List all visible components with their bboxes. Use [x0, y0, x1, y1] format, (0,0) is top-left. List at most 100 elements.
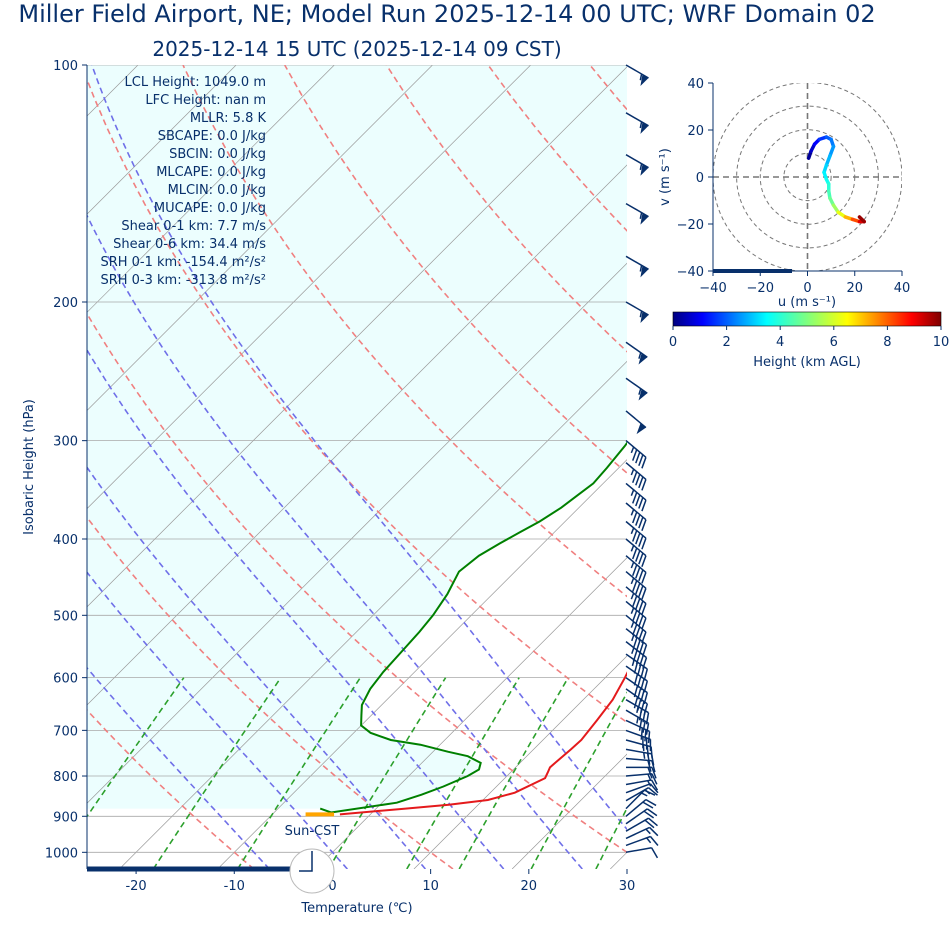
colorbar-tick-label: 8 — [883, 335, 891, 350]
wind-barb — [625, 798, 657, 817]
dry-adiabat — [284, 65, 627, 475]
stat-line: SRH 0-1 km: -154.4 m²/s² — [100, 255, 266, 270]
moist-adiabat — [87, 466, 427, 869]
hodograph-trace — [806, 135, 866, 224]
mixing-ratio-line — [458, 677, 569, 869]
dry-adiabat — [87, 516, 454, 869]
colorbar-tick-label: 10 — [933, 335, 950, 350]
dry-adiabat — [87, 708, 255, 869]
stat-line: SBCAPE: 0.0 J/kg — [158, 129, 266, 144]
dry-adiabat — [182, 65, 627, 598]
hodo-y-tick-label: 0 — [696, 171, 704, 186]
stat-line: MLCAPE: 0.0 J/kg — [156, 165, 266, 180]
y-tick-label: 300 — [53, 435, 78, 450]
wind-barb — [625, 482, 647, 512]
wind-barb — [625, 255, 649, 278]
cloud-fill-area — [87, 65, 627, 813]
wind-barb — [625, 835, 659, 847]
colorbar-tick-label: 4 — [776, 335, 784, 350]
wind-barb — [625, 502, 647, 531]
wind-barb — [626, 766, 657, 779]
mixing-ratio-line — [87, 677, 185, 818]
cloud-layer-fill — [87, 65, 627, 813]
hodo-xlabel: u (m s⁻¹) — [778, 295, 836, 310]
hodo-x-tick-label: 40 — [894, 281, 911, 296]
temperature-profile — [339, 671, 627, 816]
isotherm-line — [87, 164, 627, 706]
wind-barb — [625, 410, 647, 435]
hodo-y-tick-label: −20 — [677, 218, 704, 233]
wind-barb — [625, 808, 658, 825]
wind-barb — [625, 772, 658, 785]
stat-line: Shear 0-6 km: 34.4 m/s — [113, 237, 266, 252]
skew-xlabel: Temperature (℃) — [300, 901, 412, 916]
isotherm-line — [217, 459, 627, 869]
colorbar-tick-label: 0 — [669, 335, 677, 350]
hodo-y-tick-label: −40 — [677, 265, 704, 280]
wind-barb — [625, 847, 659, 859]
hodo-ylabel: v (m s⁻¹) — [658, 148, 673, 206]
colorbar-label: Height (km AGL) — [753, 355, 861, 370]
skew-grid — [87, 65, 627, 869]
isotherm-line — [315, 557, 627, 869]
x-tick-label: -20 — [125, 879, 146, 894]
stat-line: LFC Height: nan m — [145, 93, 266, 108]
stat-line: Shear 0-1 km: 7.7 m/s — [121, 219, 266, 234]
hodo-y-tick-label: 20 — [687, 124, 704, 139]
moist-adiabat — [87, 213, 583, 869]
wind-barb — [625, 757, 656, 773]
stat-line: SBCIN: 0.0 J/kg — [169, 147, 266, 162]
isotherm-line — [87, 65, 335, 313]
isotherm-line — [87, 65, 237, 215]
wind-barb — [625, 665, 649, 693]
wind-barb — [625, 112, 649, 134]
isotherm-line — [413, 655, 627, 869]
isotherm-line — [87, 65, 531, 510]
figure-title: Miller Field Airport, NE; Model Run 2025… — [18, 0, 875, 28]
hodo-x-tick-label: 20 — [846, 281, 863, 296]
wind-barb — [625, 817, 658, 832]
wind-barb — [625, 462, 647, 491]
colorbar-tick-label: 6 — [830, 335, 838, 350]
isotherm-line — [87, 66, 627, 608]
dry-adiabat — [87, 312, 627, 854]
wind-barb — [625, 787, 658, 802]
wind-barb — [625, 520, 647, 550]
isotherm-line — [87, 65, 433, 411]
wind-barb — [625, 202, 649, 225]
stat-line: MUCAPE: 0.0 J/kg — [154, 201, 266, 216]
wind-barb — [625, 538, 647, 567]
y-tick-label: 600 — [53, 672, 78, 687]
mixing-ratio-line — [406, 677, 520, 869]
moist-adiabat — [87, 348, 505, 869]
isotherm-line — [87, 262, 627, 804]
hodo-x-tick-label: 0 — [803, 281, 811, 296]
skew-axes: -20 -10 0 10 20 30 100 200 300 400 500 600 700 800 900… — [45, 59, 635, 894]
hodo-x-tick-label: −40 — [699, 281, 726, 296]
hodo-y-tick-label: 40 — [687, 77, 704, 92]
skew-lines — [305, 441, 627, 817]
sun-label: Sun-CST — [285, 824, 340, 839]
wind-barb — [625, 600, 647, 630]
wind-barb — [625, 783, 659, 794]
y-tick-label: 800 — [53, 770, 78, 785]
y-tick-label: 1000 — [45, 846, 78, 861]
y-tick-label: 100 — [53, 59, 78, 74]
y-tick-label: 700 — [53, 724, 78, 739]
wind-barb — [625, 719, 651, 744]
wind-barb — [625, 301, 649, 324]
wind-barb — [625, 571, 647, 600]
wind-barb — [625, 377, 648, 401]
mixing-ratio-line — [530, 691, 627, 869]
colorbar-tick-label: 2 — [722, 335, 730, 350]
stats-panel: LCL Height: 1049.0 m LFC Height: nan m MLL… — [100, 75, 266, 288]
hodo-x-tick-label: −20 — [747, 281, 774, 296]
skew-ylabel: Isobaric Height (hPa) — [22, 399, 37, 535]
wind-barbs — [625, 64, 659, 859]
hodograph-axes: −40 −20 0 20 40 −40 −20 0 20 40 — [677, 77, 911, 296]
wind-barb — [625, 555, 647, 584]
y-tick-label: 200 — [53, 296, 78, 311]
stat-line: SRH 0-3 km: -313.8 m²/s² — [100, 273, 266, 288]
mixing-ratio-line — [152, 677, 282, 869]
wind-barb — [625, 779, 659, 791]
